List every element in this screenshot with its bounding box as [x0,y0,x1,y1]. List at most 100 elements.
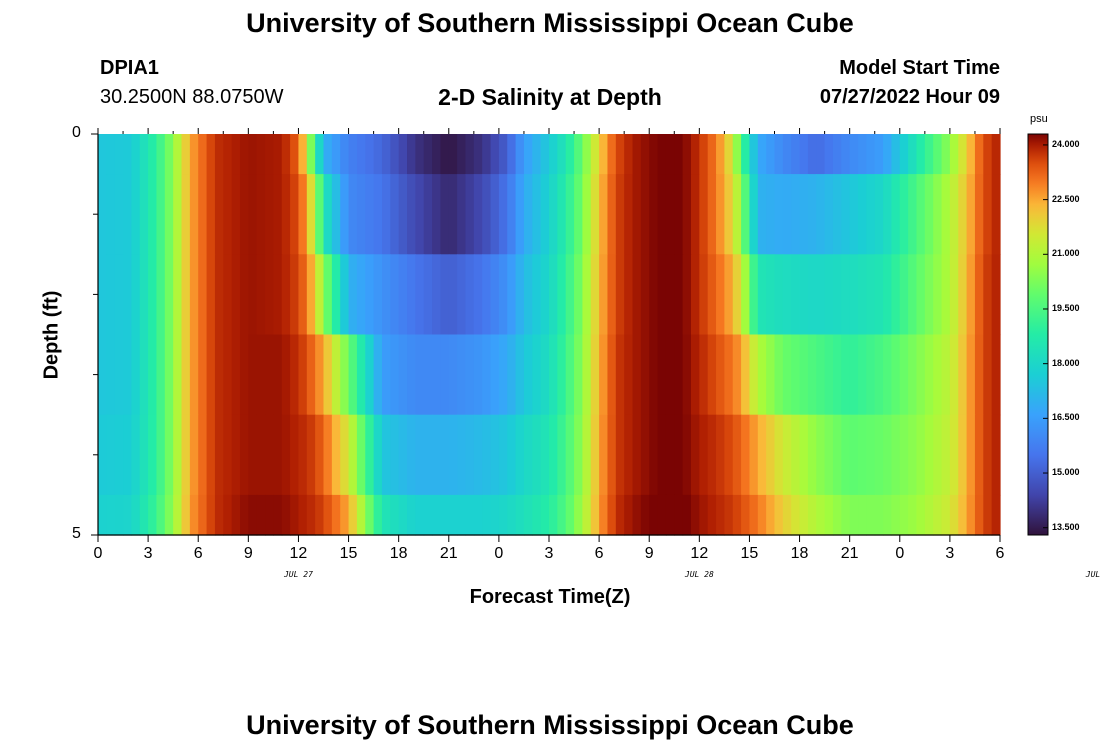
heatmap-cell [256,494,266,536]
heatmap-cell [473,174,483,255]
heatmap-cell [757,174,767,255]
heatmap-cell [891,494,901,536]
heatmap-cell [682,414,692,496]
heatmap-cell [674,334,684,416]
heatmap-cell [189,254,199,336]
heatmap-cell [832,254,842,336]
heatmap-cell [106,174,116,255]
heatmap-cell [782,334,792,416]
heatmap-cell [782,414,792,496]
heatmap-cell [949,334,959,416]
heatmap-cell [791,254,801,336]
heatmap-cell [816,174,826,255]
heatmap-cell [214,174,224,255]
heatmap-cell [498,414,508,496]
heatmap-cell [198,414,208,496]
heatmap-cell [615,254,625,336]
heatmap-cell [290,174,300,255]
heatmap-cell [331,174,341,255]
heatmap-cell [757,334,767,416]
heatmap-cell [298,254,308,336]
heatmap-cell [791,414,801,496]
heatmap-cell [874,494,884,536]
heatmap-cell [206,494,216,536]
heatmap-cell [883,254,893,336]
heatmap-cell [916,254,926,336]
heatmap-cell [941,334,951,416]
heatmap-cell [173,134,183,175]
heatmap-cell [849,334,859,416]
heatmap-cell [716,334,725,416]
heatmap-cell [381,174,391,255]
heatmap-cell [908,334,918,416]
heatmap-cell [515,254,525,336]
heatmap-cell [507,334,517,416]
heatmap-cell [248,134,258,175]
heatmap-cell [557,334,567,416]
heatmap-cell [557,414,567,496]
heatmap-cell [866,254,876,336]
heatmap-cell [148,134,158,175]
heatmap-cell [732,334,742,416]
heatmap-cell [139,414,149,496]
heatmap-cell [557,254,567,336]
colorbar-label: 21.000 [1052,248,1080,259]
heatmap-cell [766,174,776,255]
heatmap-cell [607,494,617,536]
heatmap-cell [131,134,141,175]
heatmap-cell [707,174,717,255]
heatmap-cell [949,174,959,255]
heatmap-cell [732,414,742,496]
heatmap-cell [281,414,291,496]
heatmap-cell [398,134,408,175]
heatmap-cell [858,334,867,416]
heatmap-cell [841,334,851,416]
heatmap-cell [782,494,792,536]
heatmap-cell [774,414,784,496]
heatmap-cell [757,414,767,496]
heatmap-cell [290,334,300,416]
heatmap-cell [707,334,717,416]
heatmap-cell [866,134,876,175]
heatmap-cell [273,254,283,336]
heatmap-cell [749,334,759,416]
heatmap-cell [206,254,216,336]
heatmap-cell [774,334,784,416]
heatmap-cell [991,254,1001,336]
heatmap-cell [716,174,725,255]
heatmap-cell [432,254,442,336]
heatmap-cell [549,134,558,175]
heatmap-cell [98,134,107,175]
heatmap-cell [315,494,325,536]
heatmap-cell [540,494,550,536]
heatmap-cell [874,174,884,255]
x-tick-label: 0 [494,545,504,562]
heatmap-cell [181,254,191,336]
heatmap-cell [891,174,901,255]
page-title: University of Southern Mississippi Ocean… [246,8,854,38]
x-tick-label: 6 [995,545,1005,562]
heatmap-cell [966,134,976,175]
heatmap-cell [331,334,341,416]
heatmap-cell [265,174,274,255]
heatmap-cell [98,334,107,416]
heatmap-cell [189,134,199,175]
heatmap-cell [473,334,483,416]
heatmap-cell [908,254,918,336]
heatmap-cell [699,174,709,255]
heatmap-cell [883,494,893,536]
heatmap-cell [941,254,951,336]
heatmap-cell [899,174,909,255]
heatmap-cell [340,254,350,336]
heatmap-cell [515,174,525,255]
heatmap-cell [106,254,116,336]
heatmap-cell [156,134,166,175]
heatmap-cell [348,414,358,496]
heatmap-cell [114,254,124,336]
heatmap-cell [148,334,158,416]
heatmap-cell [624,334,634,416]
heatmap-cell [582,134,592,175]
heatmap-cell [198,334,208,416]
heatmap-cell [615,174,625,255]
model-start-time: 07/27/2022 Hour 09 [819,86,1000,108]
